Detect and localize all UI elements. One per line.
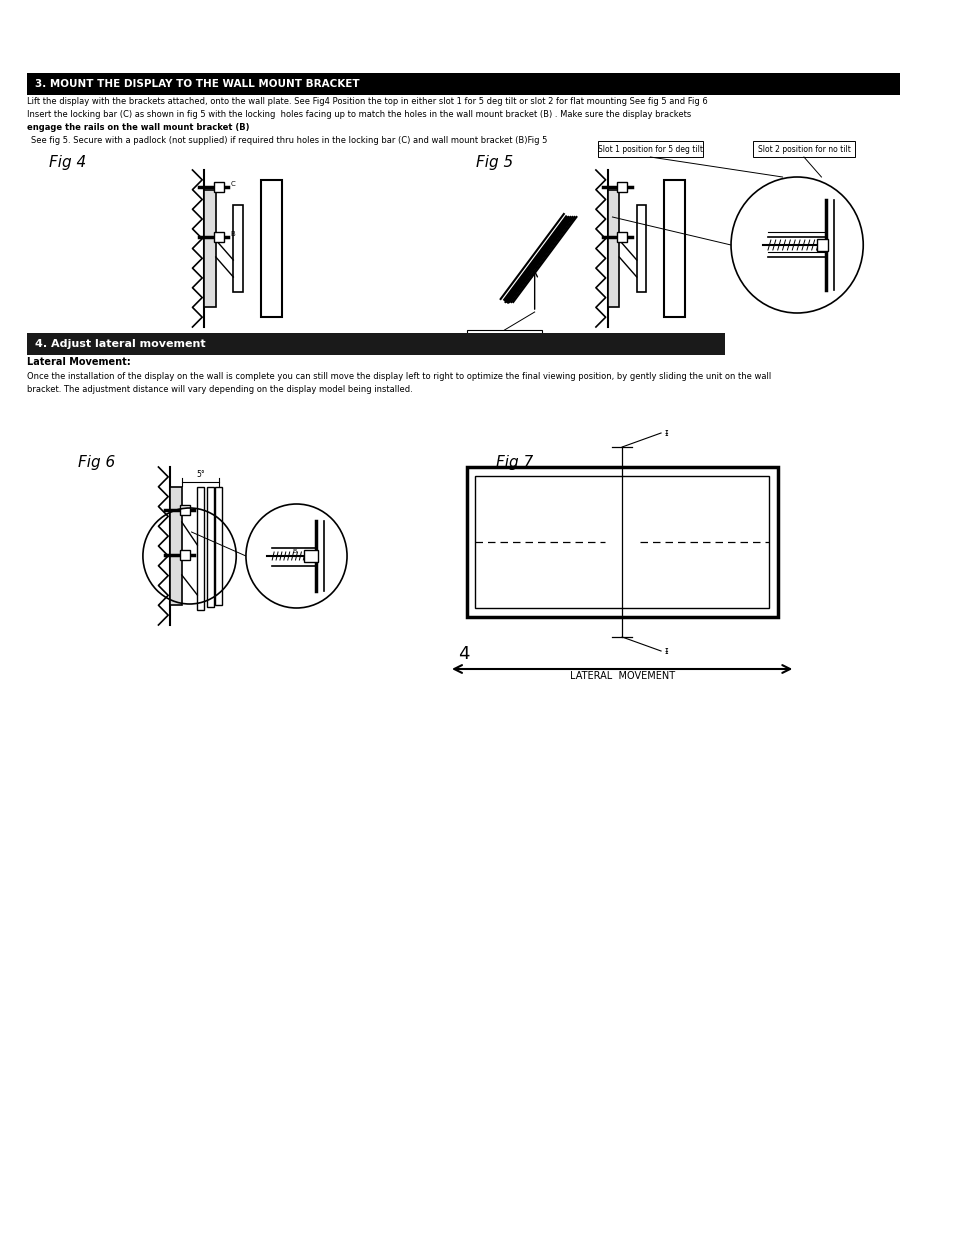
Text: Insert the locking bar (C) as shown in fig 5 with the locking  holes facing up t: Insert the locking bar (C) as shown in f… [28,110,691,119]
Bar [197,487,204,610]
Bar [598,141,702,157]
Text: ᵻ: ᵻ [664,429,668,438]
Bar [180,505,190,515]
Circle shape [246,504,347,608]
Text: Fig 5: Fig 5 [476,156,513,170]
Text: engage the rails on the wall mount bracket (B): engage the rails on the wall mount brack… [28,124,250,132]
Text: Fig 6: Fig 6 [78,454,115,471]
Bar [753,141,855,157]
Bar [213,232,223,242]
Bar [475,475,768,608]
Bar [260,180,282,317]
Text: LATERAL  MOVEMENT: LATERAL MOVEMENT [569,671,674,680]
Text: B: B [231,231,234,237]
Text: See fig 5. Secure with a padlock (not supplied) if required thru holes in the lo: See fig 5. Secure with a padlock (not su… [31,136,547,144]
Text: C: C [231,182,234,186]
Text: bracket. The adjustment distance will vary depending on the display model being : bracket. The adjustment distance will va… [28,385,413,394]
Text: B: B [293,550,296,555]
Text: 3. MOUNT THE DISPLAY TO THE WALL MOUNT BRACKET: 3. MOUNT THE DISPLAY TO THE WALL MOUNT B… [35,79,359,89]
Bar [180,550,190,559]
Bar [636,205,646,291]
Bar [233,205,243,291]
Text: 4. Adjust lateral movement: 4. Adjust lateral movement [35,338,206,350]
Bar [204,190,215,308]
Text: 5°: 5° [195,471,204,479]
Bar [607,190,618,308]
Bar [617,232,626,242]
Bar [304,550,317,562]
Bar [466,467,777,618]
Bar [28,73,900,95]
Bar [207,487,213,606]
Text: ᵻ: ᵻ [664,646,668,656]
Bar [28,333,724,354]
Text: Lateral Movement:: Lateral Movement: [28,357,131,367]
Bar [170,487,182,605]
Bar [466,330,542,345]
Text: Slot 2 position for no tilt: Slot 2 position for no tilt [757,144,849,153]
Text: 4: 4 [457,645,469,663]
Bar [214,487,221,605]
Text: Lift the display with the brackets attached, onto the wall plate. See Fig4 Posit: Lift the display with the brackets attac… [28,98,707,106]
Circle shape [730,177,862,312]
Bar [663,180,684,317]
Text: Fig 4: Fig 4 [49,156,86,170]
Text: Slot 1 position for 5 deg tilt: Slot 1 position for 5 deg tilt [598,144,702,153]
Text: Locking bar: Locking bar [479,333,528,342]
Text: Once the installation of the display on the wall is complete you can still move : Once the installation of the display on … [28,372,771,382]
Bar [816,240,827,251]
Bar [617,182,626,191]
Bar [213,182,223,191]
Text: Fig 7: Fig 7 [496,454,533,471]
